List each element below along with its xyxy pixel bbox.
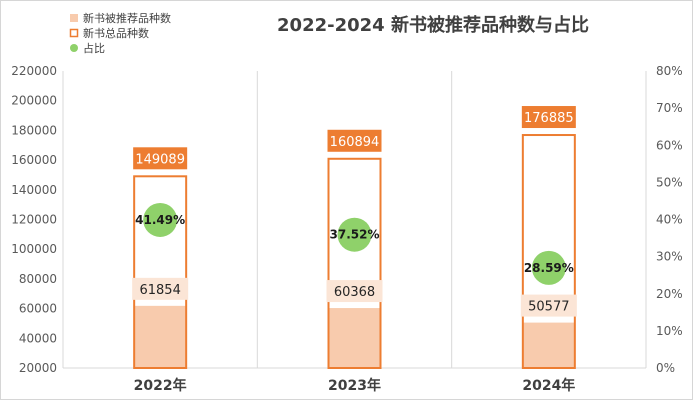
y-tick-label: 140000: [11, 183, 57, 197]
data-label-recommended-box: [326, 280, 383, 303]
y-tick-label: 80000: [19, 272, 57, 286]
data-label-recommended-box: [132, 277, 189, 300]
y-tick-label: 180000: [11, 123, 57, 137]
ratio-point: [143, 202, 178, 237]
data-label-recommended: 60368: [334, 285, 375, 300]
y-tick-label: 120000: [11, 213, 57, 227]
legend-label-total: 新书总品种数: [83, 26, 149, 40]
y2-tick-label: 10%: [656, 324, 683, 338]
ratio-point: [531, 250, 566, 285]
y2-tick-label: 60%: [656, 138, 683, 152]
bar-recommended: [134, 305, 187, 368]
legend-label-recommended: 新书被推荐品种数: [83, 11, 171, 25]
y2-tick-label: 50%: [656, 175, 683, 189]
legend-label-ratio: 占比: [83, 41, 105, 55]
y2-tick-label: 0%: [656, 361, 675, 375]
data-label-ratio: 37.52%: [330, 228, 380, 242]
y-tick-label: 200000: [11, 94, 57, 108]
legend-swatch-ratio: [70, 44, 78, 52]
data-label-total: 149089: [135, 152, 185, 167]
legend-swatch-total: [69, 28, 79, 38]
data-label-ratio: 41.49%: [135, 213, 185, 227]
data-label-total-box: [521, 106, 576, 129]
y-tick-label: 20000: [19, 361, 57, 375]
data-label-recommended-box: [520, 294, 577, 317]
x-category-label: 2022年: [134, 377, 187, 394]
data-label-total: 176885: [524, 111, 574, 126]
x-category-label: 2024年: [522, 377, 575, 394]
data-label-total-box: [327, 129, 382, 152]
y-tick-label: 40000: [19, 331, 57, 345]
bar-recommended: [522, 322, 575, 368]
data-label-recommended: 50577: [528, 300, 569, 315]
chart-title: 2022-2024 新书被推荐品种数与占比: [277, 14, 589, 36]
data-label-total-box: [133, 147, 188, 170]
y2-tick-label: 30%: [656, 250, 683, 264]
bar-recommended: [328, 308, 381, 368]
bar-total: [133, 175, 188, 369]
data-label-ratio: 28.59%: [524, 261, 574, 275]
y-tick-label: 60000: [19, 302, 57, 316]
data-label-recommended: 61854: [139, 283, 180, 298]
y-tick-label: 100000: [11, 242, 57, 256]
bar-total: [327, 157, 382, 369]
data-label-total: 160894: [330, 135, 380, 150]
y2-tick-label: 20%: [656, 287, 683, 301]
y2-tick-label: 80%: [656, 64, 683, 78]
bar-total: [521, 134, 576, 369]
y2-tick-label: 70%: [656, 101, 683, 115]
x-category-label: 2023年: [328, 377, 381, 394]
y-tick-label: 220000: [11, 64, 57, 78]
ratio-point: [337, 217, 372, 252]
legend-swatch-recommended: [70, 14, 78, 22]
y-tick-label: 160000: [11, 153, 57, 167]
y2-tick-label: 40%: [656, 213, 683, 227]
